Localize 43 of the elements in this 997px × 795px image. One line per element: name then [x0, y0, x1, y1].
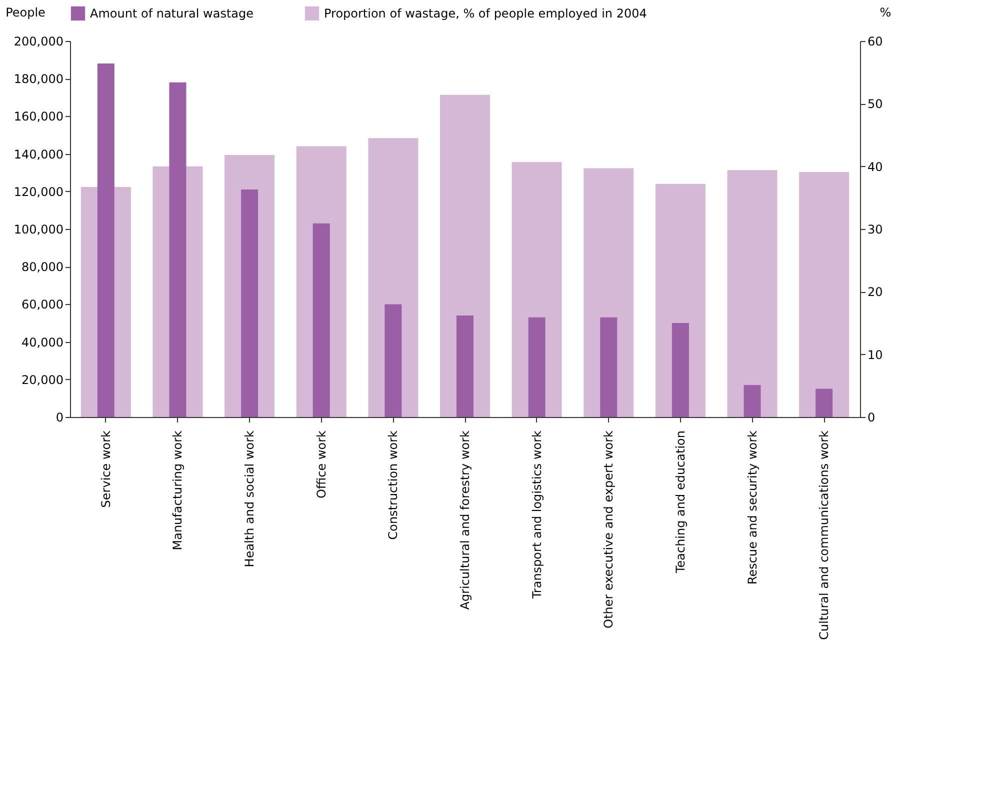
bar	[528, 317, 546, 417]
x-tick-label: Rescue and security work	[745, 430, 760, 584]
y-tick-label: 0	[56, 410, 64, 424]
bar	[312, 223, 330, 417]
y-tick-label: 180,000	[14, 72, 64, 86]
x-tick-label: Teaching and education	[673, 430, 688, 574]
y2-tick-label: 0	[868, 410, 876, 424]
y2-tick-label: 20	[868, 285, 883, 300]
y-tick-label: 100,000	[14, 222, 64, 236]
y-tick-label: 160,000	[14, 110, 64, 124]
bar	[816, 388, 833, 417]
y-tick-label: 80,000	[22, 260, 64, 274]
y-tick-label: 40,000	[22, 335, 64, 350]
y-axis-title: People	[6, 6, 46, 20]
bar	[727, 170, 778, 417]
y-tick-label: 200,000	[14, 34, 64, 48]
bar	[384, 304, 402, 417]
x-tick-label: Agricultural and forestry work	[458, 430, 472, 610]
x-tick-label: Construction work	[386, 430, 400, 540]
bar	[456, 315, 474, 417]
y2-tick-label: 40	[868, 160, 883, 174]
y2-axis-title: %	[880, 6, 892, 20]
y2-tick-label: 10	[868, 348, 883, 362]
x-tick-label: Health and social work	[242, 430, 257, 568]
y-tick-label: 20,000	[22, 372, 64, 387]
y2-tick-label: 30	[868, 222, 883, 236]
x-tick-label: Office work	[314, 430, 328, 498]
legend-label: Proportion of wastage, % of people employed in 2004	[324, 6, 647, 20]
y-tick-label: 140,000	[14, 147, 64, 162]
x-tick-label: Other executive and expert work	[602, 430, 616, 628]
legend-label: Amount of natural wastage	[90, 6, 254, 20]
y-tick-label: 120,000	[14, 184, 64, 199]
bar	[744, 385, 761, 417]
x-tick-label: Cultural and communications work	[817, 430, 832, 640]
bar	[672, 323, 689, 417]
x-tick-label: Transport and logistics work	[530, 430, 544, 600]
y2-tick-label: 50	[868, 97, 883, 112]
bar	[799, 172, 850, 417]
x-tick-label: Service work	[98, 430, 113, 508]
bar	[600, 317, 618, 417]
x-tick-label: Manufacturing work	[170, 430, 185, 550]
y2-tick-label: 60	[868, 34, 883, 48]
y-tick-label: 60,000	[22, 298, 64, 312]
